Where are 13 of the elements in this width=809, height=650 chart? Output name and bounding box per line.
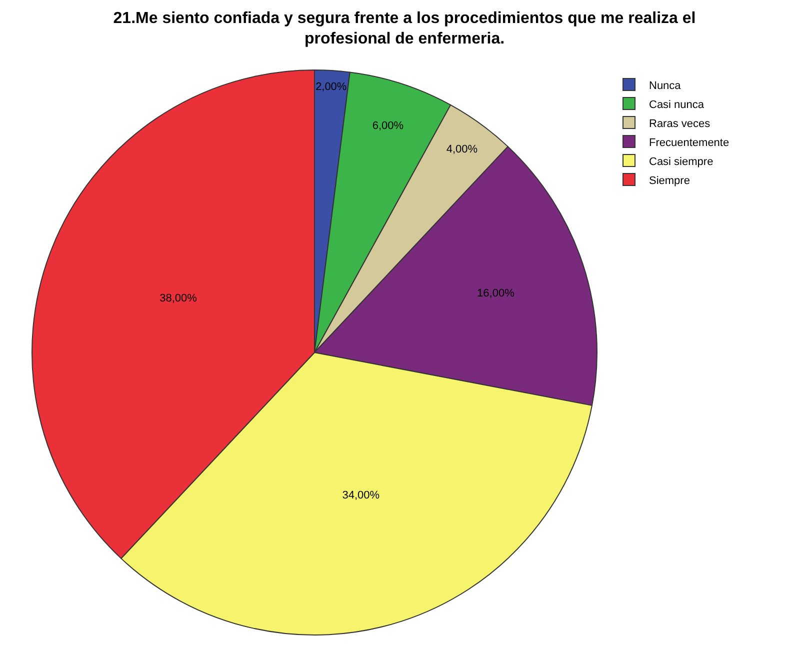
data-label: 38,00% [160, 292, 198, 305]
legend-label: Nunca [649, 80, 682, 92]
legend-label: Siempre [649, 174, 690, 187]
chart-title: 21.Me siento confiada y segura frente a los procedimientos que me realiza el profesional de enfermeria. [113, 10, 696, 48]
data-label: 6,00% [372, 120, 404, 132]
data-label: 4,00% [446, 143, 478, 156]
data-label: 34,00% [342, 490, 380, 502]
legend-label: Casi siempre [649, 156, 714, 168]
legend-label: Frecuentemente [649, 136, 730, 149]
legend-label: Raras veces [649, 118, 711, 130]
legend-label: Casi nunca [649, 98, 705, 111]
data-label: 2,00% [316, 81, 347, 94]
data-label: 16,00% [477, 288, 515, 300]
